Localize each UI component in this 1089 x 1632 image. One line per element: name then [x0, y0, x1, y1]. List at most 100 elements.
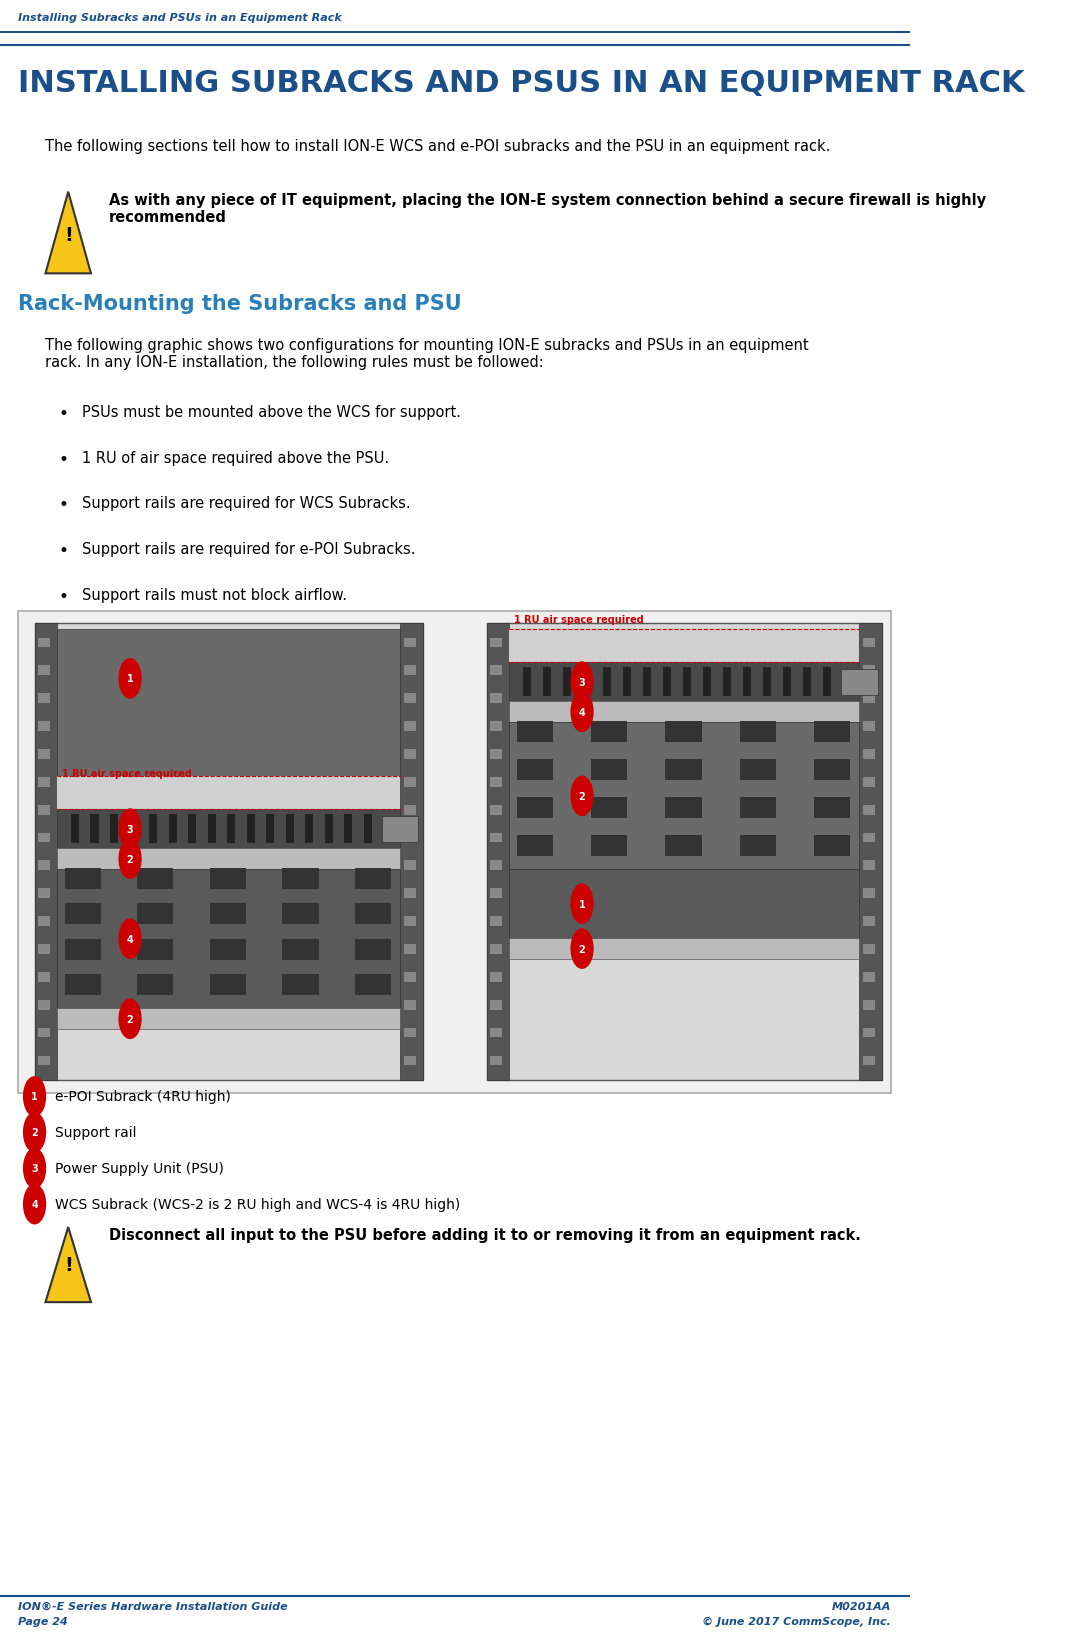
FancyBboxPatch shape	[404, 832, 416, 842]
FancyBboxPatch shape	[404, 1028, 416, 1038]
Text: 1: 1	[578, 899, 586, 909]
Text: The following sections tell how to install ION-E WCS and e-POI subracks and the : The following sections tell how to insta…	[46, 139, 831, 153]
FancyBboxPatch shape	[38, 862, 50, 871]
FancyBboxPatch shape	[35, 623, 58, 1080]
FancyBboxPatch shape	[864, 749, 874, 759]
FancyBboxPatch shape	[404, 666, 416, 676]
FancyBboxPatch shape	[285, 814, 294, 844]
FancyBboxPatch shape	[266, 814, 274, 844]
Text: M0201AA: M0201AA	[832, 1601, 891, 1611]
Text: Disconnect all input to the PSU before adding it to or removing it from an equip: Disconnect all input to the PSU before a…	[109, 1227, 861, 1242]
FancyBboxPatch shape	[130, 814, 137, 844]
Circle shape	[119, 999, 140, 1040]
FancyBboxPatch shape	[665, 759, 701, 780]
FancyBboxPatch shape	[864, 917, 874, 927]
FancyBboxPatch shape	[842, 669, 878, 695]
Circle shape	[24, 1113, 46, 1152]
FancyBboxPatch shape	[490, 1028, 502, 1038]
FancyBboxPatch shape	[325, 814, 333, 844]
Text: 1 RU air space required: 1 RU air space required	[514, 615, 644, 625]
FancyBboxPatch shape	[543, 667, 551, 697]
FancyBboxPatch shape	[490, 721, 502, 731]
FancyBboxPatch shape	[404, 917, 416, 927]
FancyBboxPatch shape	[510, 723, 859, 870]
FancyBboxPatch shape	[864, 694, 874, 703]
Circle shape	[571, 777, 594, 816]
Polygon shape	[46, 193, 91, 274]
FancyBboxPatch shape	[510, 702, 859, 723]
FancyBboxPatch shape	[490, 973, 502, 982]
FancyBboxPatch shape	[404, 721, 416, 731]
FancyBboxPatch shape	[246, 814, 255, 844]
FancyBboxPatch shape	[591, 836, 627, 857]
FancyBboxPatch shape	[490, 638, 502, 648]
FancyBboxPatch shape	[210, 904, 246, 925]
FancyBboxPatch shape	[490, 749, 502, 759]
FancyBboxPatch shape	[490, 889, 502, 899]
FancyBboxPatch shape	[864, 945, 874, 955]
FancyBboxPatch shape	[208, 814, 216, 844]
Text: 1 RU of air space required above the PSU.: 1 RU of air space required above the PSU…	[82, 450, 389, 465]
Text: !: !	[64, 225, 73, 245]
Circle shape	[571, 692, 594, 731]
FancyBboxPatch shape	[400, 623, 423, 1080]
FancyBboxPatch shape	[38, 917, 50, 927]
FancyBboxPatch shape	[355, 868, 391, 889]
FancyBboxPatch shape	[38, 945, 50, 955]
Circle shape	[119, 839, 140, 878]
FancyBboxPatch shape	[683, 667, 692, 697]
FancyBboxPatch shape	[864, 1028, 874, 1038]
FancyBboxPatch shape	[404, 805, 416, 814]
FancyBboxPatch shape	[228, 814, 235, 844]
FancyBboxPatch shape	[813, 721, 851, 743]
FancyBboxPatch shape	[763, 667, 771, 697]
FancyBboxPatch shape	[864, 862, 874, 871]
FancyBboxPatch shape	[864, 1000, 874, 1010]
FancyBboxPatch shape	[169, 814, 176, 844]
FancyBboxPatch shape	[149, 814, 157, 844]
Text: 1: 1	[126, 674, 134, 684]
FancyBboxPatch shape	[591, 721, 627, 743]
FancyBboxPatch shape	[137, 974, 173, 996]
FancyBboxPatch shape	[490, 694, 502, 703]
Circle shape	[571, 663, 594, 702]
FancyBboxPatch shape	[516, 759, 553, 780]
FancyBboxPatch shape	[510, 938, 859, 960]
FancyBboxPatch shape	[282, 904, 319, 925]
Text: Installing Subracks and PSUs in an Equipment Rack: Installing Subracks and PSUs in an Equip…	[19, 13, 342, 23]
Text: 4: 4	[578, 707, 586, 718]
FancyBboxPatch shape	[510, 663, 859, 702]
FancyBboxPatch shape	[490, 1000, 502, 1010]
FancyBboxPatch shape	[64, 868, 101, 889]
FancyBboxPatch shape	[864, 973, 874, 982]
FancyBboxPatch shape	[490, 917, 502, 927]
FancyBboxPatch shape	[665, 836, 701, 857]
FancyBboxPatch shape	[743, 667, 751, 697]
FancyBboxPatch shape	[38, 1000, 50, 1010]
FancyBboxPatch shape	[739, 798, 776, 819]
FancyBboxPatch shape	[723, 667, 731, 697]
Text: 3: 3	[126, 824, 134, 834]
Text: Support rails must not block airflow.: Support rails must not block airflow.	[82, 588, 347, 602]
Circle shape	[24, 1149, 46, 1188]
FancyBboxPatch shape	[404, 749, 416, 759]
FancyBboxPatch shape	[583, 667, 591, 697]
Text: 1: 1	[32, 1092, 38, 1102]
Circle shape	[571, 930, 594, 969]
FancyBboxPatch shape	[137, 904, 173, 925]
FancyBboxPatch shape	[516, 798, 553, 819]
FancyBboxPatch shape	[188, 814, 196, 844]
FancyBboxPatch shape	[210, 938, 246, 960]
Text: 2: 2	[126, 854, 134, 865]
Text: The following graphic shows two configurations for mounting ION-E subracks and P: The following graphic shows two configur…	[46, 338, 809, 370]
FancyBboxPatch shape	[210, 868, 246, 889]
FancyBboxPatch shape	[355, 938, 391, 960]
Text: INSTALLING SUBRACKS AND PSUS IN AN EQUIPMENT RACK: INSTALLING SUBRACKS AND PSUS IN AN EQUIP…	[19, 69, 1025, 98]
FancyBboxPatch shape	[64, 938, 101, 960]
Text: 2: 2	[32, 1128, 38, 1138]
FancyBboxPatch shape	[38, 805, 50, 814]
Text: Power Supply Unit (PSU): Power Supply Unit (PSU)	[54, 1162, 223, 1175]
FancyBboxPatch shape	[90, 814, 99, 844]
FancyBboxPatch shape	[591, 759, 627, 780]
FancyBboxPatch shape	[38, 777, 50, 787]
